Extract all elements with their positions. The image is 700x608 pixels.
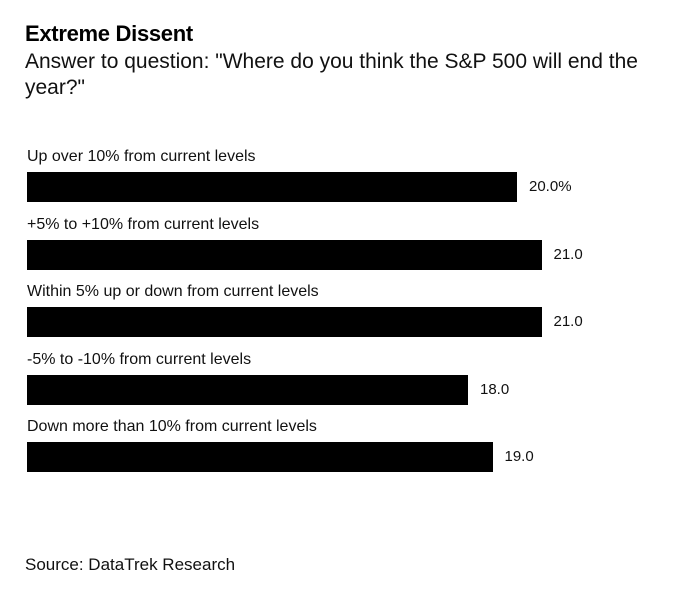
bar [27, 374, 468, 405]
value-label: 19.0 [504, 448, 534, 465]
category-label: +5% to +10% from current levels [27, 215, 260, 233]
value-label: 21.0 [553, 245, 583, 263]
chart-subtitle: Answer to question: "Where do you think … [25, 50, 638, 99]
value-label: 20.0% [529, 178, 572, 195]
bar [27, 239, 542, 270]
category-label: -5% to -10% from current levels [27, 350, 252, 368]
category-label: Within 5% up or down from current levels [27, 283, 319, 300]
value-label: 21.0 [553, 313, 583, 330]
bar [27, 172, 517, 202]
bar [27, 307, 542, 337]
value-label: 18.0 [480, 380, 510, 398]
category-label: Down more than 10% from current levels [27, 418, 317, 435]
chart-title: Extreme Dissent [25, 21, 193, 46]
bar [27, 442, 493, 472]
category-label: Up over 10% from current levels [27, 148, 256, 165]
source-note: Source: DataTrek Research [25, 555, 236, 574]
